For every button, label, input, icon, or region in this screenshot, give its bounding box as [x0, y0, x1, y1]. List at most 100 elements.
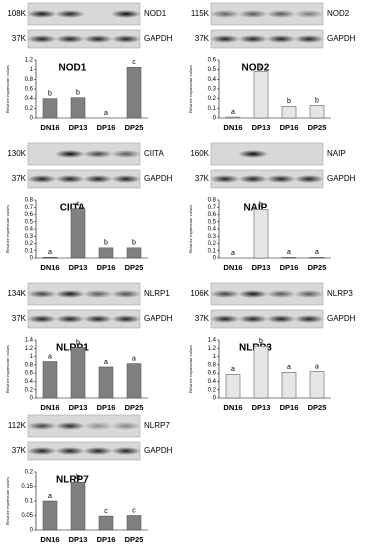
- blot-size: 37K: [12, 314, 27, 323]
- blot-size: 112K: [8, 421, 27, 430]
- blot-band: [27, 422, 57, 430]
- blot-size: 160K: [190, 149, 209, 158]
- blot-band: [266, 315, 296, 323]
- y-tick-label: 0.7: [208, 205, 217, 211]
- blot-band: [27, 290, 57, 298]
- blot-band: [55, 290, 85, 298]
- y-tick-label: 0.3: [208, 87, 217, 93]
- blot-band: [83, 175, 113, 183]
- blot-band: [210, 10, 240, 18]
- y-tick-label: 0.1: [25, 248, 34, 254]
- y-tick-label: 0.4: [25, 96, 34, 102]
- x-tick-label: DP13: [69, 535, 88, 544]
- y-tick-label: 0.8: [208, 362, 217, 368]
- x-tick-label: DP13: [252, 263, 271, 272]
- x-tick-label: DP25: [125, 263, 144, 272]
- y-tick-label: 0.1: [208, 106, 217, 112]
- blot-band: [55, 315, 85, 323]
- blot-label: GAPDH: [327, 314, 356, 323]
- y-tick-label: 0.05: [21, 513, 33, 519]
- blot-band: [83, 315, 113, 323]
- y-tick-label: 0.2: [208, 387, 217, 393]
- significance-letter: b: [315, 97, 319, 104]
- blot-band: [294, 315, 324, 323]
- y-tick-label: 0.4: [208, 379, 217, 385]
- blot-band: [55, 150, 85, 158]
- x-tick-label: DP16: [280, 263, 299, 272]
- bar: [98, 515, 114, 531]
- significance-letter: a: [48, 493, 52, 500]
- blot-band: [55, 175, 85, 183]
- y-tick-label: 1: [30, 67, 34, 73]
- blot-band: [294, 175, 324, 183]
- x-tick-label: DN16: [40, 263, 59, 272]
- significance-letter: a: [48, 249, 52, 256]
- bar: [70, 208, 86, 259]
- significance-letter: a: [287, 249, 291, 256]
- y-tick-label: 0.6: [208, 58, 217, 64]
- blot-label: NLRP7: [144, 421, 170, 430]
- blot-band: [111, 10, 141, 18]
- significance-letter: b: [287, 98, 291, 105]
- blot-band: [111, 290, 141, 298]
- chart-title: NOD1: [59, 63, 87, 74]
- y-tick-label: 1.2: [25, 346, 34, 352]
- bar: [281, 257, 297, 259]
- y-tick-label: 0: [30, 256, 34, 262]
- y-tick-label: 0.1: [25, 499, 34, 505]
- blot-label: NOD2: [327, 9, 350, 18]
- significance-letter: a: [48, 353, 52, 360]
- y-tick-label: 0.8: [25, 77, 34, 83]
- blot-band: [238, 315, 268, 323]
- y-tick-label: 0: [213, 116, 217, 122]
- x-tick-label: DN16: [40, 403, 59, 412]
- blot-band: [210, 290, 240, 298]
- blot-size: 108K: [7, 9, 26, 18]
- bar: [42, 98, 58, 119]
- y-axis-label: Relative expression values: [5, 65, 10, 113]
- y-tick-label: 0.15: [21, 484, 33, 490]
- y-tick-label: 0.8: [208, 198, 217, 204]
- blot-label: GAPDH: [327, 174, 356, 183]
- y-tick-label: 0: [213, 256, 217, 262]
- y-tick-label: 1.2: [25, 58, 34, 64]
- blot-label: GAPDH: [144, 34, 173, 43]
- x-tick-label: DN16: [40, 535, 59, 544]
- significance-letter: b: [104, 240, 108, 247]
- blot-band: [266, 35, 296, 43]
- blot-band: [111, 422, 141, 430]
- bar: [126, 247, 142, 259]
- y-tick-label: 0: [30, 396, 34, 402]
- blot-band: [294, 290, 324, 298]
- blot-size: 37K: [195, 314, 210, 323]
- x-tick-label: DP25: [308, 123, 327, 132]
- y-axis-label: Relative expression values: [188, 345, 193, 393]
- blot-band: [83, 447, 113, 455]
- y-tick-label: 0.5: [208, 219, 217, 225]
- bar: [42, 500, 58, 531]
- bar: [281, 106, 297, 119]
- blot-size: 37K: [195, 174, 210, 183]
- blot-label: GAPDH: [144, 174, 173, 183]
- blot-label: GAPDH: [327, 34, 356, 43]
- y-tick-label: 0.4: [25, 227, 34, 233]
- y-tick-label: 0.2: [25, 470, 34, 476]
- bar: [281, 372, 297, 399]
- bar: [253, 209, 269, 259]
- significance-letter: a: [104, 110, 108, 117]
- bar: [309, 105, 325, 119]
- bar: [98, 247, 114, 259]
- y-tick-label: 0.5: [208, 67, 217, 73]
- y-tick-label: 0.4: [25, 379, 34, 385]
- x-tick-label: DP16: [97, 535, 116, 544]
- y-tick-label: 0.3: [208, 234, 217, 240]
- y-tick-label: 0: [30, 116, 34, 122]
- blot-band: [266, 290, 296, 298]
- y-tick-label: 0.4: [208, 77, 217, 83]
- y-tick-label: 0.2: [25, 106, 34, 112]
- blot-band: [238, 10, 268, 18]
- y-tick-label: 0.2: [25, 241, 34, 247]
- bar: [225, 374, 241, 399]
- y-tick-label: 0.6: [25, 87, 34, 93]
